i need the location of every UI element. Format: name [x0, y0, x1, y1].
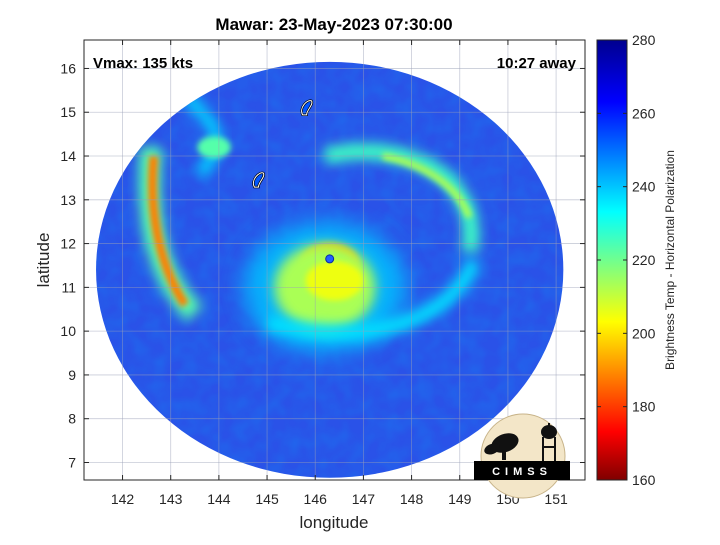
- water-tower-icon: [541, 423, 557, 461]
- x-tick-label: 147: [352, 491, 376, 507]
- colorbar-tick-label: 240: [632, 179, 656, 195]
- southern-rainband: [265, 258, 481, 340]
- chart-title: Mawar: 23-May-2023 07:30:00: [215, 15, 452, 34]
- island-outline-inner-6: [252, 172, 265, 188]
- colorbar-tick-label: 260: [632, 105, 656, 121]
- colorbar-label: Brightness Temp - Horizontal Polarizatio…: [663, 150, 677, 370]
- x-axis-ticks: 142 143 144 145 146 147 148 149 150 151: [111, 40, 568, 507]
- x-tick-label: 143: [159, 491, 183, 507]
- y-tick-label: 13: [60, 192, 76, 208]
- northern-band-outer: [180, 90, 223, 178]
- time-away-annotation: 10:27 away: [497, 55, 577, 72]
- y-tick-label: 16: [60, 60, 76, 76]
- x-tick-label: 142: [111, 491, 135, 507]
- storm-eye: [325, 254, 335, 264]
- axes-box: [83, 39, 586, 481]
- x-tick-label: 144: [207, 491, 231, 507]
- vmax-annotation: Vmax: 135 kts: [93, 55, 193, 72]
- y-tick-label: 14: [60, 148, 76, 164]
- colorbar: 160 180 200 220 240 260 280 Brightness Temp - …: [596, 32, 677, 488]
- x-tick-label: 151: [544, 491, 568, 507]
- y-tick-label: 10: [60, 323, 76, 339]
- grid-lines: [84, 40, 585, 480]
- northeast-rainband-band: [323, 143, 479, 254]
- inner-core-warm: [305, 261, 364, 301]
- y-tick-label: 9: [68, 367, 76, 383]
- northern-band-cell: [197, 136, 231, 159]
- x-tick-label: 148: [400, 491, 424, 507]
- y-tick-label: 8: [68, 411, 76, 427]
- cimss-logo: CIMSS: [474, 413, 570, 499]
- x-axis-label: longitude: [299, 513, 368, 532]
- colorbar-tick-label: 160: [632, 472, 656, 488]
- colorbar-ticks: 160 180 200 220 240 260 280: [597, 32, 656, 488]
- logo-text: CIMSS: [492, 466, 552, 478]
- y-tick-label: 12: [60, 236, 76, 252]
- western-rainband-core: [148, 155, 189, 308]
- y-axis-label: latitude: [34, 233, 53, 288]
- brightness-temp-swath: [96, 61, 564, 478]
- y-tick-label: 7: [68, 454, 76, 470]
- satellite-dish-icon: [484, 433, 519, 460]
- y-axis-ticks: 7 8 9 10 11 12 13 14 15 16: [60, 60, 585, 470]
- x-tick-label: 145: [255, 491, 279, 507]
- colorbar-gradient: [596, 39, 628, 481]
- colorbar-tick-label: 220: [632, 252, 656, 268]
- x-tick-label: 146: [304, 491, 328, 507]
- x-tick-label: 149: [448, 491, 472, 507]
- colorbar-tick-label: 180: [632, 399, 656, 415]
- colorbar-tick-label: 200: [632, 325, 656, 341]
- colorbar-tick-label: 280: [632, 32, 656, 48]
- y-tick-label: 11: [61, 279, 76, 295]
- y-tick-label: 15: [60, 104, 76, 120]
- northeast-rainband-inner: [382, 152, 473, 219]
